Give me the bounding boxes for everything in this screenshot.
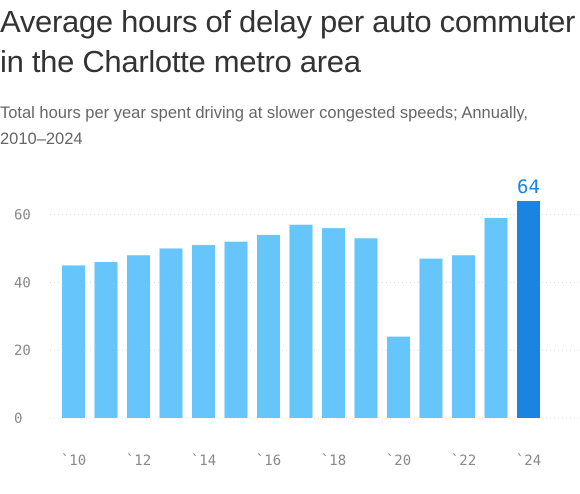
bar-2011 — [94, 262, 118, 418]
bar-2016 — [257, 234, 280, 418]
chart-subtitle: Total hours per year spent driving at sl… — [0, 104, 528, 148]
y-tick-label: 20 — [14, 343, 31, 359]
x-tick-label: `10 — [61, 453, 86, 469]
bar-2013 — [159, 248, 183, 418]
x-tick-label: `20 — [386, 453, 411, 469]
bar-2018 — [322, 228, 345, 418]
bar-2020 — [387, 336, 410, 418]
bar-2010 — [62, 265, 85, 418]
bar-2015 — [224, 241, 248, 418]
bar-2024 — [517, 201, 540, 418]
y-tick-label: 40 — [14, 275, 31, 291]
bar-2021 — [419, 258, 443, 418]
bar-2014 — [192, 245, 215, 418]
data-label: 64 — [517, 176, 540, 198]
y-tick-label: 60 — [14, 208, 31, 224]
bar-2023 — [484, 217, 508, 418]
bar-2019 — [354, 238, 378, 418]
x-tick-label: `22 — [451, 453, 476, 469]
chart-title: Average hours of delay per auto commuter… — [0, 4, 576, 79]
bar-2022 — [452, 255, 475, 418]
bar-2012 — [127, 255, 150, 418]
x-tick-label: `16 — [256, 453, 281, 469]
y-tick-label: 0 — [14, 411, 22, 427]
x-tick-label: `18 — [321, 453, 346, 469]
x-tick-label: `14 — [191, 453, 216, 469]
x-tick-label: `24 — [516, 453, 541, 469]
x-tick-label: `12 — [126, 453, 151, 469]
bar-2017 — [289, 224, 313, 418]
